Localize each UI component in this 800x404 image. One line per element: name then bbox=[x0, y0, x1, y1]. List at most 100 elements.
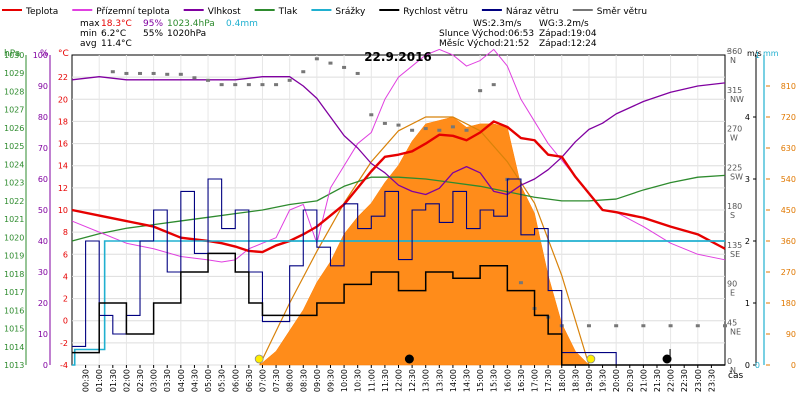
stats-min-hum: 55% bbox=[143, 29, 163, 39]
stats-max-label: max bbox=[80, 19, 100, 29]
time-tick-label: 13:00 bbox=[422, 369, 431, 392]
axis-title-mm: mm bbox=[763, 49, 779, 58]
wind-direction-point bbox=[396, 123, 401, 127]
time-tick-label: 23:30 bbox=[707, 369, 716, 392]
time-tick-label: 22:00 bbox=[667, 369, 676, 392]
temperature-tick-label: -4 bbox=[60, 361, 68, 370]
solar-tick-label: 450 bbox=[781, 206, 796, 215]
humidity-tick-label: 30 bbox=[38, 268, 48, 277]
humidity-tick-label: 0 bbox=[43, 361, 48, 370]
time-tick-label: 15:30 bbox=[490, 369, 499, 392]
pressure-tick-label: 1014 bbox=[4, 343, 24, 352]
axis-title-ms: m/s bbox=[747, 49, 762, 58]
marker-layer bbox=[254, 349, 672, 364]
time-tick-label: 17:30 bbox=[544, 369, 553, 392]
solar-tick-label: 540 bbox=[781, 175, 796, 184]
solar-tick-label: 270 bbox=[781, 268, 796, 277]
time-tick-label: 06:30 bbox=[245, 369, 254, 392]
rain-tick-label: 1 bbox=[755, 51, 760, 60]
stats-avg-label: avg bbox=[80, 39, 97, 49]
pressure-tick-label: 1016 bbox=[4, 306, 24, 315]
direction-tick-label: 360 bbox=[727, 47, 742, 56]
wind-direction-point bbox=[423, 127, 428, 131]
time-tick-label: 16:30 bbox=[517, 369, 526, 392]
pressure-tick-label: 1026 bbox=[4, 124, 24, 133]
direction-tick-label: 90 bbox=[727, 280, 737, 289]
stats-min-press: 1020hPa bbox=[167, 29, 206, 39]
temperature-tick-label: 12 bbox=[58, 184, 68, 193]
stats-max-rain: 0.4mm bbox=[226, 19, 258, 29]
legend-label-teplota: Teplota bbox=[25, 7, 58, 17]
direction-tick-label: 45 bbox=[727, 318, 737, 327]
legend-label-vlhkost: Vlhkost bbox=[208, 7, 241, 17]
time-tick-label: 02:30 bbox=[136, 369, 145, 392]
wind-direction-point bbox=[233, 83, 238, 87]
wind-gust-line bbox=[72, 178, 725, 366]
legend-label-srazky: Srážky bbox=[335, 7, 366, 17]
legend-label-rosny: Přízemní teplota bbox=[96, 7, 169, 17]
pressure-tick-label: 1015 bbox=[4, 325, 24, 334]
rain-tick-label: 0 bbox=[755, 361, 760, 370]
wind-direction-point bbox=[301, 70, 306, 74]
temperature-tick-label: 0 bbox=[63, 317, 68, 326]
time-tick-label: 10:30 bbox=[354, 369, 363, 392]
wind-tick-label: 1 bbox=[745, 299, 750, 308]
solar-tick-label: 90 bbox=[786, 330, 796, 339]
info-sun-set: Západ:19:04 bbox=[539, 29, 597, 39]
wind-direction-point bbox=[192, 76, 197, 80]
time-tick-label: 06:00 bbox=[231, 369, 240, 392]
time-tick-label: 09:00 bbox=[313, 369, 322, 392]
time-tick-label: 00:30 bbox=[82, 369, 91, 392]
temperature-tick-label: 2 bbox=[63, 295, 68, 304]
time-tick-label: 04:00 bbox=[177, 369, 186, 392]
time-tick-label: 01:00 bbox=[95, 369, 104, 392]
wind-direction-point bbox=[491, 83, 496, 87]
wind-direction-point bbox=[369, 113, 374, 117]
header-layer: 22.9.2016 max 18.3°C 95% 1023.4hPa 0.4mm… bbox=[4, 19, 779, 381]
wind-direction-point bbox=[614, 324, 619, 328]
pressure-tick-label: 1029 bbox=[4, 69, 24, 78]
wind-direction-point bbox=[464, 128, 469, 132]
stats-max-press: 1023.4hPa bbox=[167, 19, 215, 29]
wind-direction-point bbox=[110, 70, 115, 74]
time-tick-label: 19:00 bbox=[585, 369, 594, 392]
temperature-tick-label: 14 bbox=[58, 162, 68, 171]
time-tick-label: 09:30 bbox=[326, 369, 335, 392]
solar-theoretical-line bbox=[259, 116, 590, 366]
humidity-tick-label: 100 bbox=[33, 51, 48, 60]
wind-direction-point bbox=[586, 324, 591, 328]
direction-tick-label: 135 bbox=[727, 241, 742, 250]
wind-direction-point bbox=[206, 78, 211, 82]
time-tick-label: 05:00 bbox=[204, 369, 213, 392]
wind-direction-point bbox=[165, 72, 170, 76]
wind-direction-point bbox=[274, 83, 279, 87]
wind-direction-point bbox=[151, 71, 156, 75]
wind-direction-point bbox=[342, 65, 347, 69]
legend-label-smer: Směr větru bbox=[597, 7, 647, 17]
pressure-tick-label: 1028 bbox=[4, 87, 24, 96]
wind-direction-point bbox=[355, 71, 360, 75]
humidity-tick-label: 80 bbox=[38, 113, 48, 122]
info-moon-set: Západ:12:24 bbox=[539, 39, 597, 49]
wind-direction-point bbox=[124, 71, 129, 75]
wind-direction-point bbox=[260, 83, 265, 87]
wind-direction-point bbox=[450, 125, 455, 129]
pressure-tick-label: 1013 bbox=[4, 361, 24, 370]
direction-name-label: NW bbox=[730, 95, 744, 104]
temperature-tick-label: -2 bbox=[60, 339, 68, 348]
time-tick-label: 07:30 bbox=[272, 369, 281, 392]
time-tick-label: 11:00 bbox=[367, 369, 376, 392]
wind-direction-point bbox=[287, 78, 292, 82]
time-tick-label: 14:30 bbox=[463, 369, 472, 392]
pressure-tick-label: 1019 bbox=[4, 252, 24, 261]
pressure-tick-label: 1021 bbox=[4, 215, 24, 224]
time-tick-label: 18:30 bbox=[571, 369, 580, 392]
pressure-tick-label: 1027 bbox=[4, 106, 24, 115]
wind-direction-point bbox=[178, 72, 183, 76]
legend-label-tlak: Tlak bbox=[278, 7, 299, 17]
time-tick-label: 10:00 bbox=[340, 369, 349, 392]
direction-name-label: W bbox=[730, 134, 738, 143]
time-tick-label: 02:00 bbox=[122, 369, 131, 392]
time-tick-label: 16:00 bbox=[503, 369, 512, 392]
